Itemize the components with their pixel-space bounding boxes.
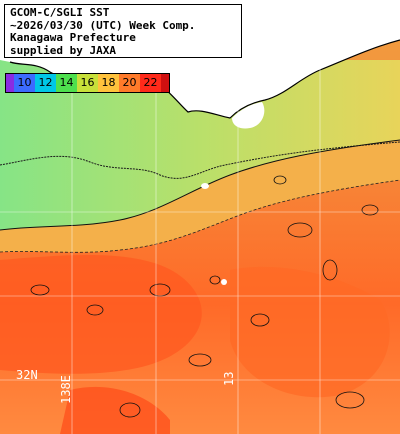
isotherm-2: [0, 139, 400, 231]
scale-label-14: 14: [56, 74, 77, 92]
scale-label-12: 12: [35, 74, 56, 92]
scale-label-10: 10: [14, 74, 35, 92]
scale-cell-min: [6, 74, 14, 92]
peninsula: [232, 102, 265, 129]
small-islands: [201, 183, 227, 285]
longitude-label: 138E: [59, 375, 73, 404]
isotherm-islands: [30, 175, 379, 418]
scale-label-18: 18: [98, 74, 119, 92]
title-line-credit: supplied by JAXA: [10, 43, 116, 57]
hot-patch-east: [230, 266, 390, 398]
title-line-region: Kanagawa Prefecture: [10, 31, 136, 44]
scale-label-22: 22: [140, 74, 161, 92]
transition-zone: [0, 140, 400, 253]
isotherm-1: [0, 141, 400, 179]
hot-patch-west: [0, 255, 202, 374]
latitude-label: 32N: [16, 368, 38, 382]
scale-cell-max: [161, 74, 169, 92]
longitude-label-2: 13: [222, 371, 236, 386]
temperature-scale: 10 12 14 16 18 20 22: [5, 73, 170, 93]
title-line-date: ~2026/03/30 (UTC) Week Comp.: [10, 18, 196, 32]
title-line-product: GCOM-C/SGLI SST: [10, 6, 110, 19]
hot-patch-south: [60, 386, 170, 434]
scale-label-20: 20: [119, 74, 140, 92]
cool-coastal-band: [0, 60, 400, 230]
map-title-box: GCOM-C/SGLI SST ~2026/03/30 (UTC) Week C…: [4, 4, 242, 58]
isotherm-3: [0, 179, 400, 253]
scale-label-16: 16: [77, 74, 98, 92]
